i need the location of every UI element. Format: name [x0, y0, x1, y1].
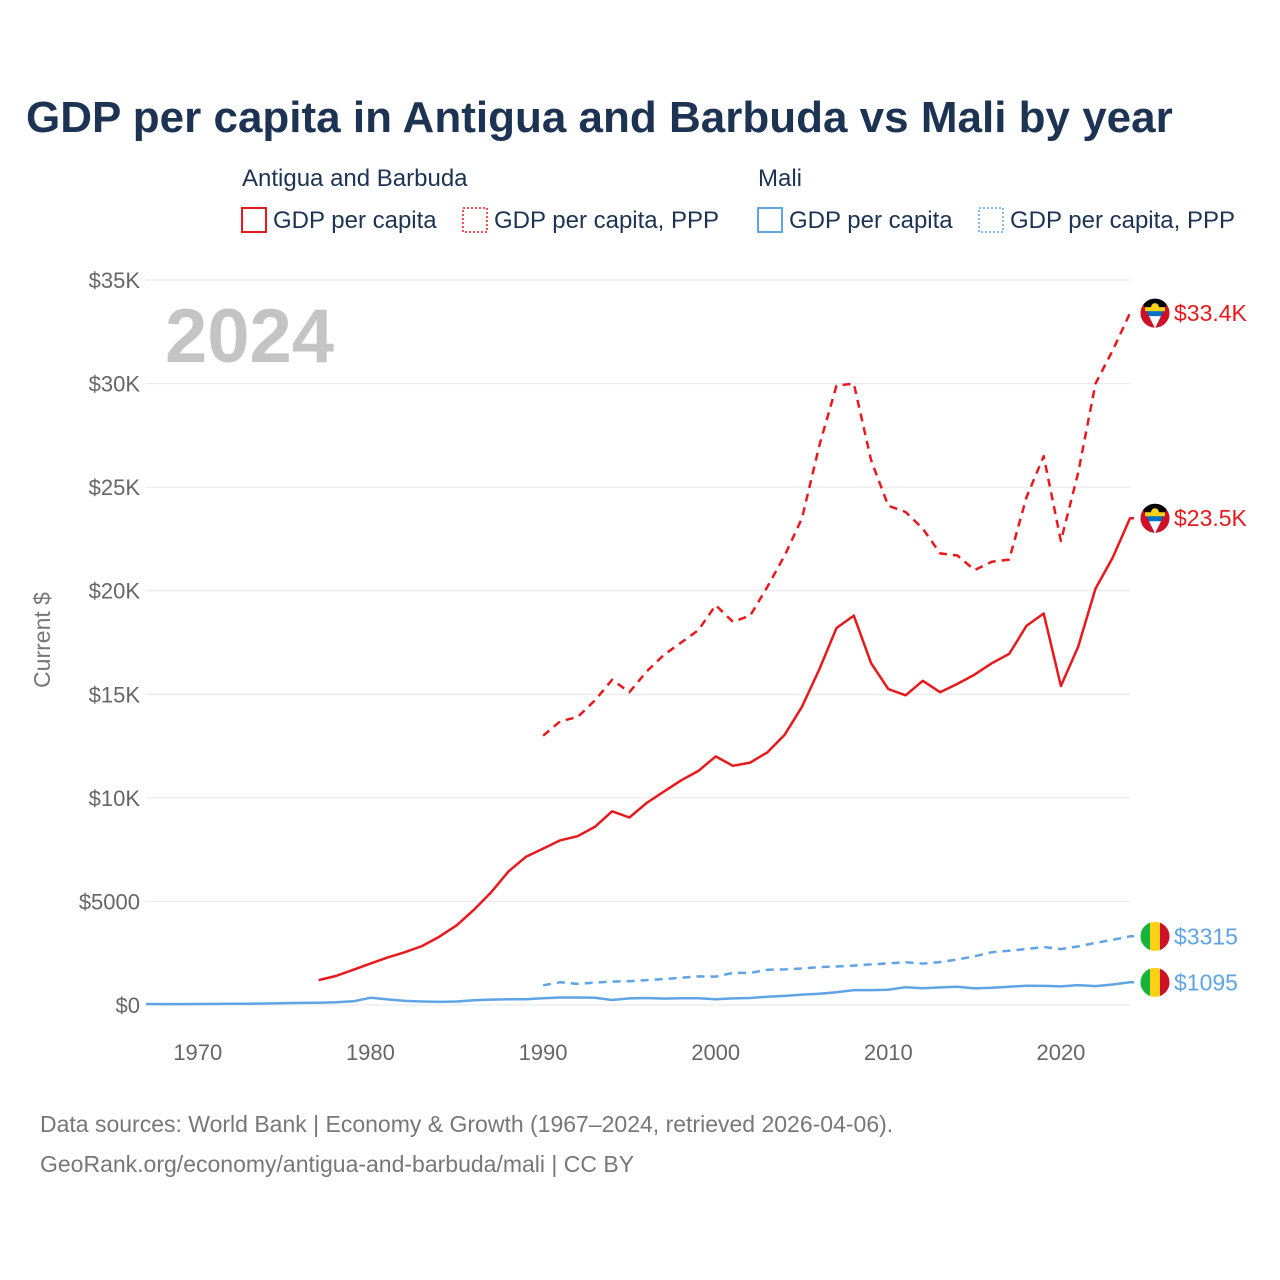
legend-swatch — [978, 207, 1004, 233]
x-tick-label: 2000 — [691, 1040, 740, 1065]
y-tick-label: $20K — [89, 579, 141, 604]
legend-swatch — [241, 207, 267, 233]
legend-group-title: Antigua and Barbuda — [242, 165, 468, 192]
legend-item-label: GDP per capita, PPP — [494, 207, 719, 234]
legend-swatch — [757, 207, 783, 233]
x-tick-label: 2020 — [1036, 1040, 1085, 1065]
flag-ring — [1139, 920, 1171, 952]
series-end-label: $33.4K — [1174, 300, 1248, 326]
grid — [146, 279, 1130, 1006]
end-markers: $33.4K $23.5K $3315 $1095 — [1139, 297, 1248, 998]
legend: Antigua and Barbuda GDP per capita GDP per… — [241, 165, 1235, 234]
series-end-label: $1095 — [1174, 969, 1238, 995]
y-tick-label: $10K — [89, 786, 141, 811]
y-tick-label: $15K — [89, 682, 141, 707]
legend-group-title: Mali — [758, 165, 802, 192]
series-end-label: $23.5K — [1174, 505, 1248, 531]
y-tick-label: $5000 — [79, 889, 140, 914]
y-tick-label: $0 — [116, 993, 140, 1018]
flag-ring — [1139, 297, 1171, 329]
mali-flag-icon — [1139, 920, 1171, 952]
flag-ring — [1139, 966, 1171, 998]
x-tick-label: 1980 — [346, 1040, 395, 1065]
y-tick-label: $30K — [89, 372, 141, 397]
series-line — [318, 516, 1134, 982]
legend-item-label: GDP per capita, PPP — [1010, 207, 1235, 234]
legend-item-label: GDP per capita — [273, 207, 437, 234]
x-tick-label: 1990 — [519, 1040, 568, 1065]
y-axis-ticks: $0 $5000 $10K $15K $20K $25K $30K $35K — [79, 268, 141, 1018]
antigua-flag-icon — [1139, 502, 1171, 534]
flag-ring — [1139, 502, 1171, 534]
y-tick-label: $25K — [89, 475, 141, 500]
y-tick-label: $35K — [89, 268, 141, 293]
series-line — [542, 935, 1134, 987]
x-tick-label: 2010 — [864, 1040, 913, 1065]
legend-swatch — [462, 207, 488, 233]
series-line — [145, 981, 1134, 1006]
chart-title: GDP per capita in Antigua and Barbuda vs… — [26, 93, 1173, 142]
legend-item-label: GDP per capita — [789, 207, 953, 234]
current-year-label: 2024 — [165, 294, 334, 379]
series-line — [542, 311, 1134, 737]
antigua-flag-icon — [1139, 297, 1171, 329]
mali-flag-icon — [1139, 966, 1171, 998]
footer-link[interactable]: GeoRank.org/economy/antigua-and-barbuda/… — [40, 1151, 634, 1177]
y-axis-label: Current $ — [29, 592, 55, 688]
x-axis-ticks: 1970 1980 1990 2000 2010 2020 — [173, 1040, 1085, 1065]
series-end-label: $3315 — [1174, 923, 1238, 949]
series-lines — [145, 311, 1134, 1006]
x-tick-label: 1970 — [173, 1040, 222, 1065]
footer-sources: Data sources: World Bank | Economy & Gro… — [40, 1111, 893, 1137]
